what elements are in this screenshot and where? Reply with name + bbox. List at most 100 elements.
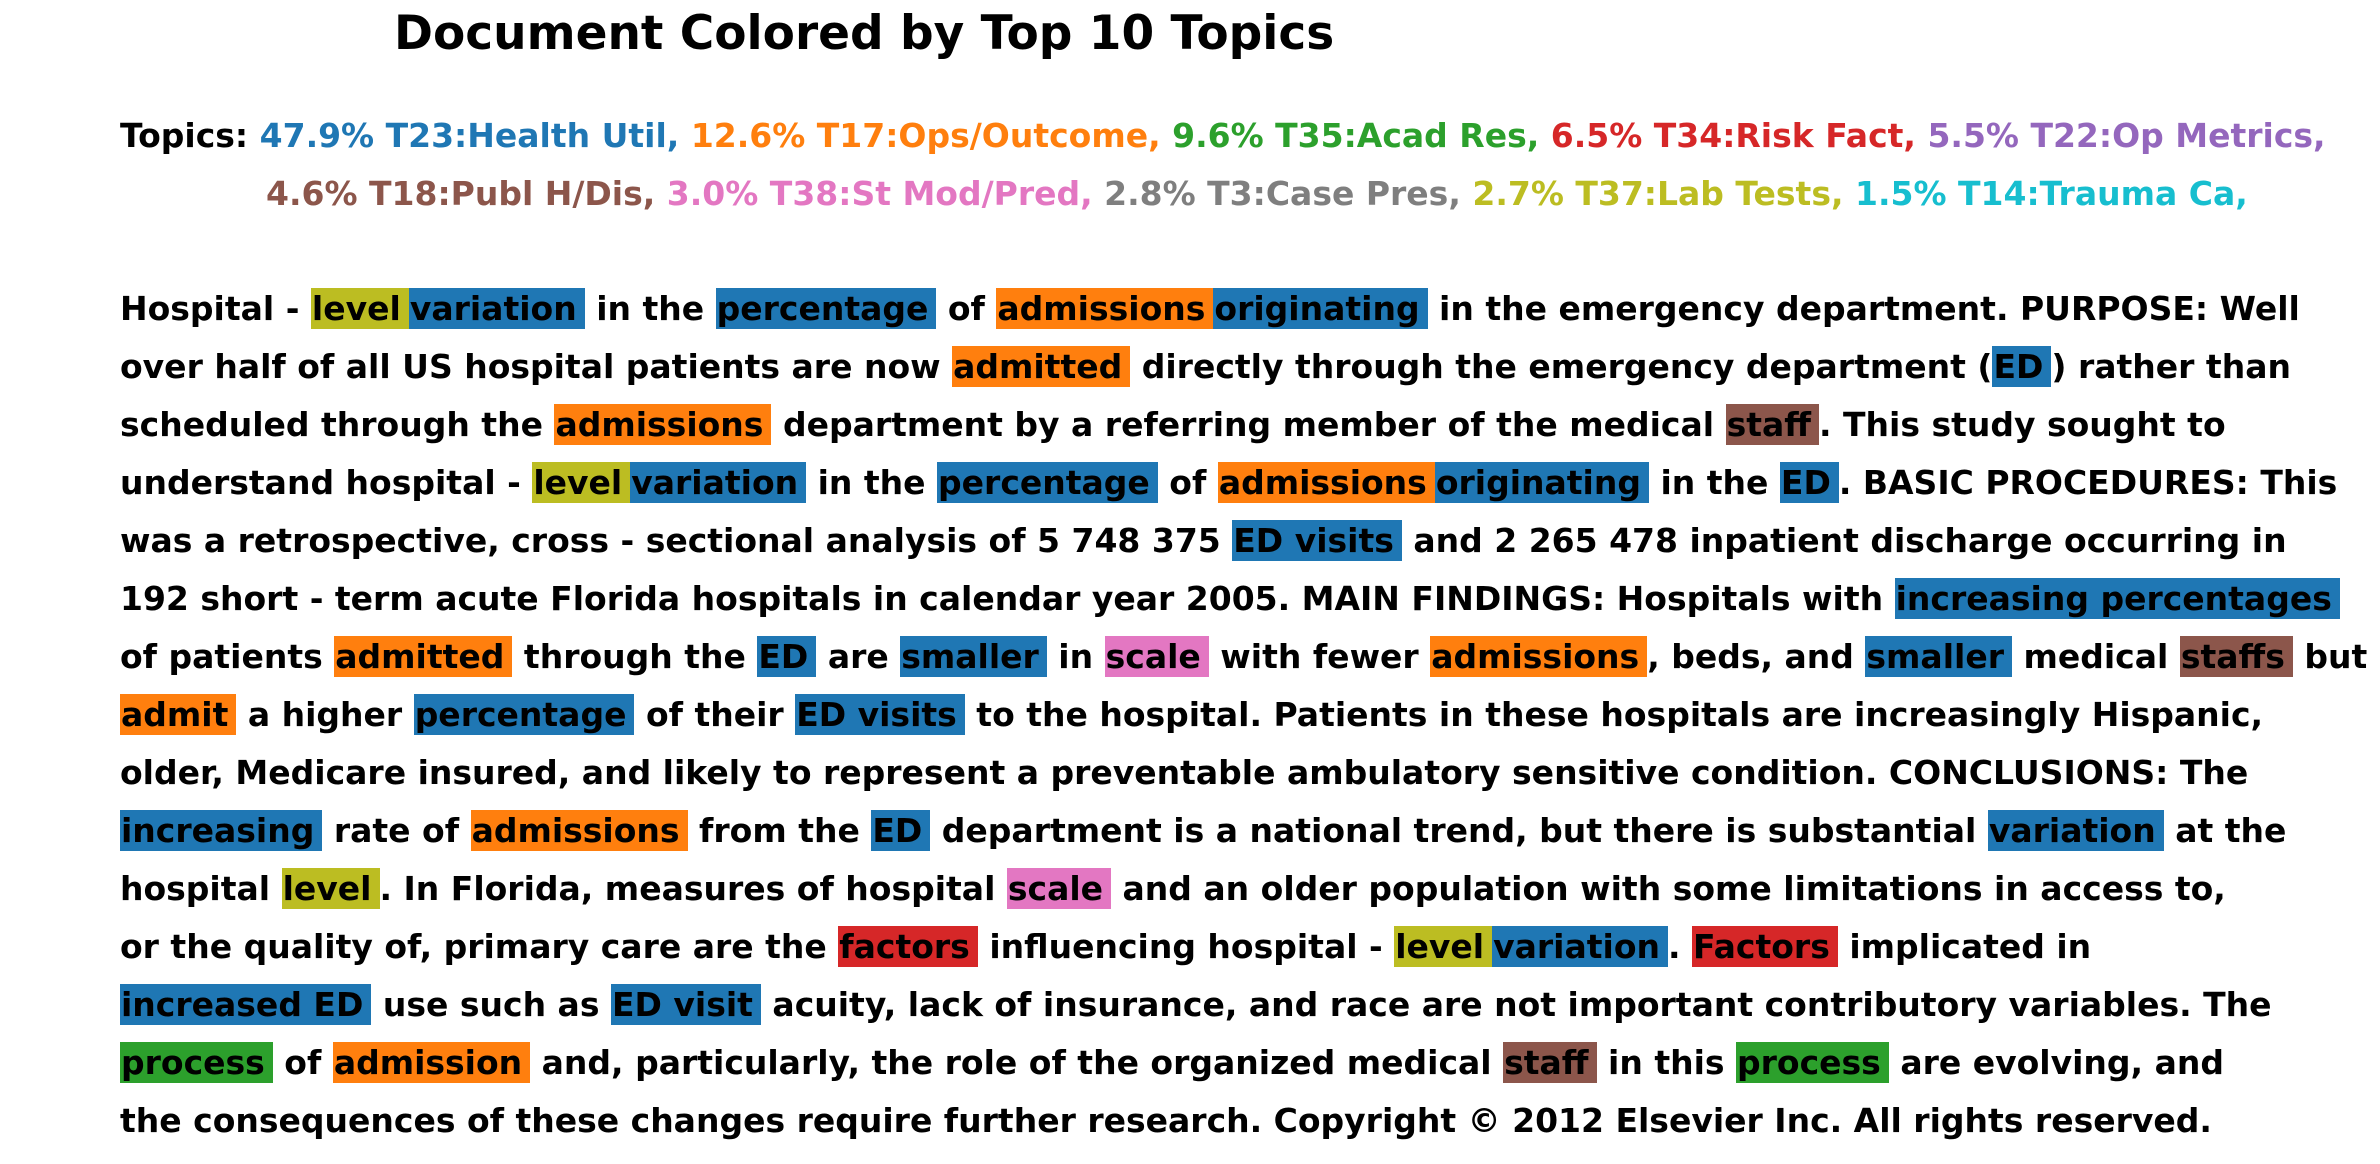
highlighted-term: admissions (554, 404, 772, 445)
text-run: of (936, 289, 997, 328)
text-run: ) rather than (2051, 347, 2291, 386)
document-line: over half of all US hospital patients ar… (120, 338, 2367, 396)
text-run: use such as (371, 985, 611, 1024)
text-run: department is a national trend, but ther… (930, 811, 1988, 850)
text-run: from the (687, 811, 872, 850)
text-run: and an older population with some limita… (1111, 869, 2226, 908)
text-run: of (1157, 463, 1218, 502)
highlighted-term: variation (1987, 810, 2164, 851)
highlighted-term: staffs (2179, 636, 2293, 677)
text-run: of their (634, 695, 796, 734)
document-line: admit a higher percentage of their ED vi… (120, 686, 2367, 744)
highlighted-term: Factors (1692, 926, 1838, 967)
text-run: or the quality of, primary care are the (120, 927, 839, 966)
highlighted-term: ED (871, 810, 931, 851)
text-run: but (2292, 637, 2368, 676)
text-run: department by a referring member of the … (771, 405, 1726, 444)
text-run: 192 short - term acute Florida hospitals… (120, 579, 1895, 618)
highlighted-term: percentage (413, 694, 635, 735)
text-run: to the hospital. Patients in these hospi… (964, 695, 2264, 734)
document-line: or the quality of, primary care are the … (120, 918, 2367, 976)
text-run: and 2 265 478 inpatient discharge occurr… (1401, 521, 2287, 560)
topic-entry: 2.8% T3:Case Pres, (1104, 174, 1461, 213)
highlighted-term: scale (1104, 636, 1209, 677)
text-run: medical (2011, 637, 2180, 676)
document-text: Hospital - level variation in the percent… (120, 280, 2367, 1150)
highlighted-term: process (120, 1042, 273, 1083)
document-line: scheduled through the admissions departm… (120, 396, 2367, 454)
highlighted-term: admissions (1217, 462, 1435, 503)
topic-entry: 12.6% T17:Ops/Outcome, (690, 116, 1161, 155)
figure-title: Document Colored by Top 10 Topics (394, 6, 1335, 61)
topic-entry: 4.6% T18:Publ H/Dis, (266, 174, 656, 213)
highlighted-term: ED visits (795, 694, 965, 735)
text-run: in the (806, 463, 938, 502)
highlighted-term: staff (1725, 404, 1819, 445)
text-run: scheduled through the (120, 405, 555, 444)
text-run: hospital (120, 869, 282, 908)
highlighted-term: admit (120, 694, 237, 735)
document-line: of patients admitted through the ED are … (120, 628, 2367, 686)
topic-entry: 2.7% T37:Lab Tests, (1472, 174, 1844, 213)
document-line: hospital level. In Florida, measures of … (120, 860, 2367, 918)
text-run: . In Florida, measures of hospital (379, 869, 1007, 908)
text-run: implicated in (1837, 927, 2092, 966)
topic-list-1: 47.9% T23:Health Util, 12.6% T17:Ops/Out… (260, 116, 2326, 155)
text-run: influencing hospital - (977, 927, 1395, 966)
text-run: a higher (236, 695, 414, 734)
highlighted-term: variation (1492, 926, 1668, 967)
highlighted-term: increased ED (120, 984, 372, 1025)
text-run: the consequences of these changes requir… (120, 1101, 2212, 1140)
text-run: of patients (120, 637, 335, 676)
topics-label: Topics: (120, 116, 249, 155)
text-run: . (1668, 927, 1693, 966)
highlighted-term: variation (408, 288, 585, 329)
text-run: in the (1648, 463, 1780, 502)
highlighted-term: originating (1434, 462, 1649, 503)
text-run: . This study sought to (1818, 405, 2226, 444)
document-line: older, Medicare insured, and likely to r… (120, 744, 2367, 802)
text-run: , beds, and (1647, 637, 1866, 676)
text-run: in the emergency department. PURPOSE: We… (1427, 289, 2300, 328)
highlighted-term: admission (332, 1042, 531, 1083)
text-run: in (1046, 637, 1105, 676)
highlighted-term: admissions (1430, 636, 1648, 677)
text-run: was a retrospective, cross - sectional a… (120, 521, 1233, 560)
highlighted-term: scale (1006, 868, 1112, 909)
topic-entry: 6.5% T34:Risk Fact, (1550, 116, 1916, 155)
topic-entry: 3.0% T38:St Mod/Pred, (666, 174, 1093, 213)
document-line: increasing rate of admissions from the E… (120, 802, 2367, 860)
topic-entry: 5.5% T22:Op Metrics, (1927, 116, 2326, 155)
highlighted-term: admitted (952, 346, 1131, 387)
highlighted-term: ED visits (1232, 520, 1402, 561)
highlighted-term: admissions (996, 288, 1214, 329)
highlighted-term: percentage (937, 462, 1158, 503)
highlighted-term: ED (1779, 462, 1839, 503)
text-run: rate of (322, 811, 471, 850)
text-run: understand hospital - (120, 463, 533, 502)
text-run: are evolving, and (1888, 1043, 2224, 1082)
document-line: increased ED use such as ED visit acuity… (120, 976, 2367, 1034)
topics-line-2: 4.6% T18:Publ H/Dis, 3.0% T38:St Mod/Pre… (120, 170, 2326, 228)
text-run: directly through the emergency departmen… (1130, 347, 1993, 386)
text-run: with fewer (1208, 637, 1431, 676)
text-run: in the (584, 289, 716, 328)
highlighted-term: increasing percentages (1894, 578, 2340, 619)
document-line: 192 short - term acute Florida hospitals… (120, 570, 2367, 628)
highlighted-term: level (281, 868, 380, 909)
topics-legend: Topics: 47.9% T23:Health Util, 12.6% T17… (120, 112, 2326, 228)
text-run: acuity, lack of insurance, and race are … (760, 985, 2272, 1024)
document-line: Hospital - level variation in the percent… (120, 280, 2367, 338)
highlighted-term: level (1394, 926, 1493, 967)
highlighted-term: increasing (120, 810, 323, 851)
text-run: . BASIC PROCEDURES: This (1838, 463, 2338, 502)
text-run: Hospital - (120, 289, 311, 328)
text-run: of (272, 1043, 333, 1082)
document-line: was a retrospective, cross - sectional a… (120, 512, 2367, 570)
highlighted-term: level (532, 462, 631, 503)
text-run: and, particularly, the role of the organ… (530, 1043, 1504, 1082)
text-run: older, Medicare insured, and likely to r… (120, 753, 2249, 792)
highlighted-term: factors (838, 926, 978, 967)
highlighted-term: smaller (900, 636, 1047, 677)
highlighted-term: admitted (334, 636, 513, 677)
